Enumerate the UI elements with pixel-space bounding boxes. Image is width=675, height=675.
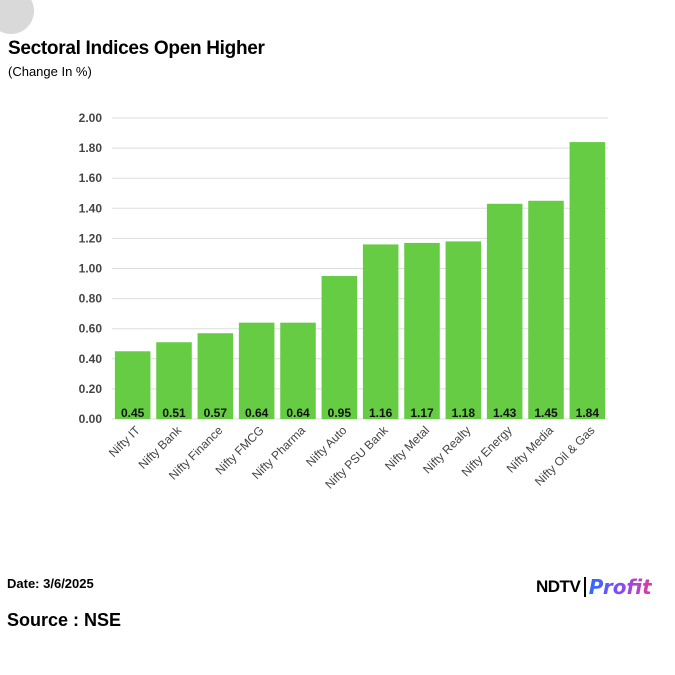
bar	[197, 333, 234, 419]
date-label: Date: 3/6/2025	[7, 576, 94, 591]
chart-title: Sectoral Indices Open Higher	[8, 38, 265, 59]
bar	[280, 322, 316, 419]
x-category-label: Nifty IT	[106, 423, 143, 460]
bar	[528, 200, 564, 419]
y-tick-label: 0.60	[79, 322, 103, 336]
chart-subtitle: (Change In %)	[8, 64, 92, 79]
bar	[156, 342, 192, 419]
data-label: 1.17	[410, 406, 434, 420]
bar	[362, 244, 399, 419]
data-label: 1.84	[576, 406, 600, 420]
y-tick-label: 1.80	[79, 141, 103, 155]
bar	[404, 242, 440, 419]
y-tick-label: 1.60	[79, 171, 103, 185]
y-tick-label: 0.40	[79, 352, 103, 366]
logo-divider	[584, 577, 586, 597]
bar	[569, 142, 606, 419]
bar	[486, 203, 523, 419]
bar-chart: 0.00 0.20 0.40 0.60 0.80 1.00 1.20 1.40 1.60 1.80…	[79, 111, 608, 492]
bar	[238, 322, 275, 419]
data-label: 0.45	[121, 406, 145, 420]
y-tick-label: 0.20	[79, 382, 103, 396]
data-label: 0.57	[204, 406, 228, 420]
data-label: 1.45	[534, 406, 558, 420]
logo-profit-text: Profit	[588, 575, 652, 599]
data-label: 0.64	[245, 406, 269, 420]
ndtv-profit-logo: NDTV Profit	[536, 575, 652, 599]
data-label: 0.64	[286, 406, 310, 420]
data-label: 1.43	[493, 406, 517, 420]
y-tick-label: 1.20	[79, 231, 103, 245]
bar	[114, 351, 151, 419]
y-tick-label: 1.00	[79, 262, 103, 276]
data-label: 0.95	[328, 406, 352, 420]
y-tick-label: 0.80	[79, 292, 103, 306]
data-label: 1.16	[369, 406, 393, 420]
logo-ndtv-text: NDTV	[536, 577, 581, 596]
data-label: 0.51	[162, 406, 186, 420]
y-tick-label: 0.00	[79, 412, 103, 426]
source-label: Source : NSE	[7, 610, 122, 630]
y-tick-label: 2.00	[79, 111, 103, 125]
y-tick-label: 1.40	[79, 201, 103, 215]
data-label: 1.18	[452, 406, 476, 420]
bar	[321, 276, 358, 419]
bar	[445, 241, 482, 419]
